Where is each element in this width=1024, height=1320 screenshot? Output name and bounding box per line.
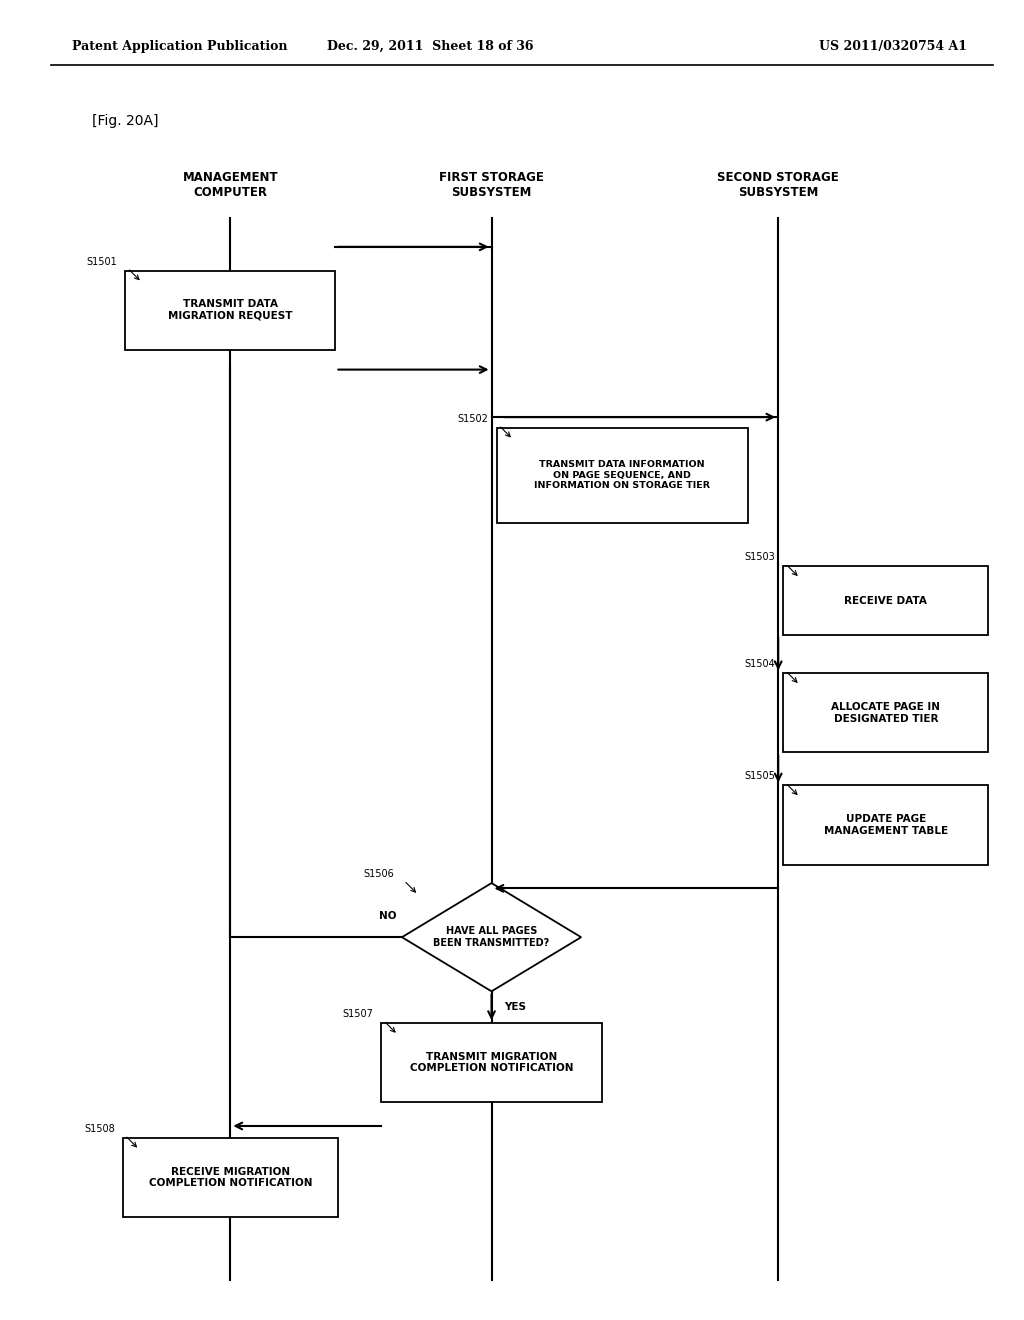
Text: NO: NO xyxy=(379,911,396,921)
Text: S1508: S1508 xyxy=(84,1123,115,1134)
Text: S1506: S1506 xyxy=(362,869,393,879)
Text: Dec. 29, 2011  Sheet 18 of 36: Dec. 29, 2011 Sheet 18 of 36 xyxy=(327,40,534,53)
Bar xyxy=(123,1138,338,1217)
Text: S1504: S1504 xyxy=(744,659,775,669)
Text: Patent Application Publication: Patent Application Publication xyxy=(72,40,287,53)
Text: UPDATE PAGE
MANAGEMENT TABLE: UPDATE PAGE MANAGEMENT TABLE xyxy=(823,814,948,836)
Text: S1503: S1503 xyxy=(744,552,775,562)
Text: MANAGEMENT
COMPUTER: MANAGEMENT COMPUTER xyxy=(182,170,279,199)
Text: ALLOCATE PAGE IN
DESIGNATED TIER: ALLOCATE PAGE IN DESIGNATED TIER xyxy=(831,702,940,723)
Text: US 2011/0320754 A1: US 2011/0320754 A1 xyxy=(819,40,968,53)
Text: RECEIVE MIGRATION
COMPLETION NOTIFICATION: RECEIVE MIGRATION COMPLETION NOTIFICATIO… xyxy=(148,1167,312,1188)
Text: S1505: S1505 xyxy=(744,771,775,781)
Bar xyxy=(783,673,988,752)
Text: TRANSMIT MIGRATION
COMPLETION NOTIFICATION: TRANSMIT MIGRATION COMPLETION NOTIFICATI… xyxy=(410,1052,573,1073)
Text: TRANSMIT DATA INFORMATION
ON PAGE SEQUENCE, AND
INFORMATION ON STORAGE TIER: TRANSMIT DATA INFORMATION ON PAGE SEQUEN… xyxy=(535,461,710,490)
Text: TRANSMIT DATA
MIGRATION REQUEST: TRANSMIT DATA MIGRATION REQUEST xyxy=(168,300,293,321)
Text: S1507: S1507 xyxy=(342,1008,373,1019)
Text: S1502: S1502 xyxy=(458,413,488,424)
Bar xyxy=(126,271,336,350)
Bar xyxy=(381,1023,602,1102)
Text: FIRST STORAGE
SUBSYSTEM: FIRST STORAGE SUBSYSTEM xyxy=(439,170,544,199)
Bar xyxy=(783,566,988,635)
Text: S1501: S1501 xyxy=(86,256,118,267)
Polygon shape xyxy=(401,883,582,991)
Text: SECOND STORAGE
SUBSYSTEM: SECOND STORAGE SUBSYSTEM xyxy=(718,170,839,199)
Text: YES: YES xyxy=(504,1002,525,1012)
Text: RECEIVE DATA: RECEIVE DATA xyxy=(845,595,927,606)
Bar xyxy=(783,785,988,865)
Bar xyxy=(497,428,748,523)
Text: [Fig. 20A]: [Fig. 20A] xyxy=(92,115,159,128)
Text: HAVE ALL PAGES
BEEN TRANSMITTED?: HAVE ALL PAGES BEEN TRANSMITTED? xyxy=(433,927,550,948)
